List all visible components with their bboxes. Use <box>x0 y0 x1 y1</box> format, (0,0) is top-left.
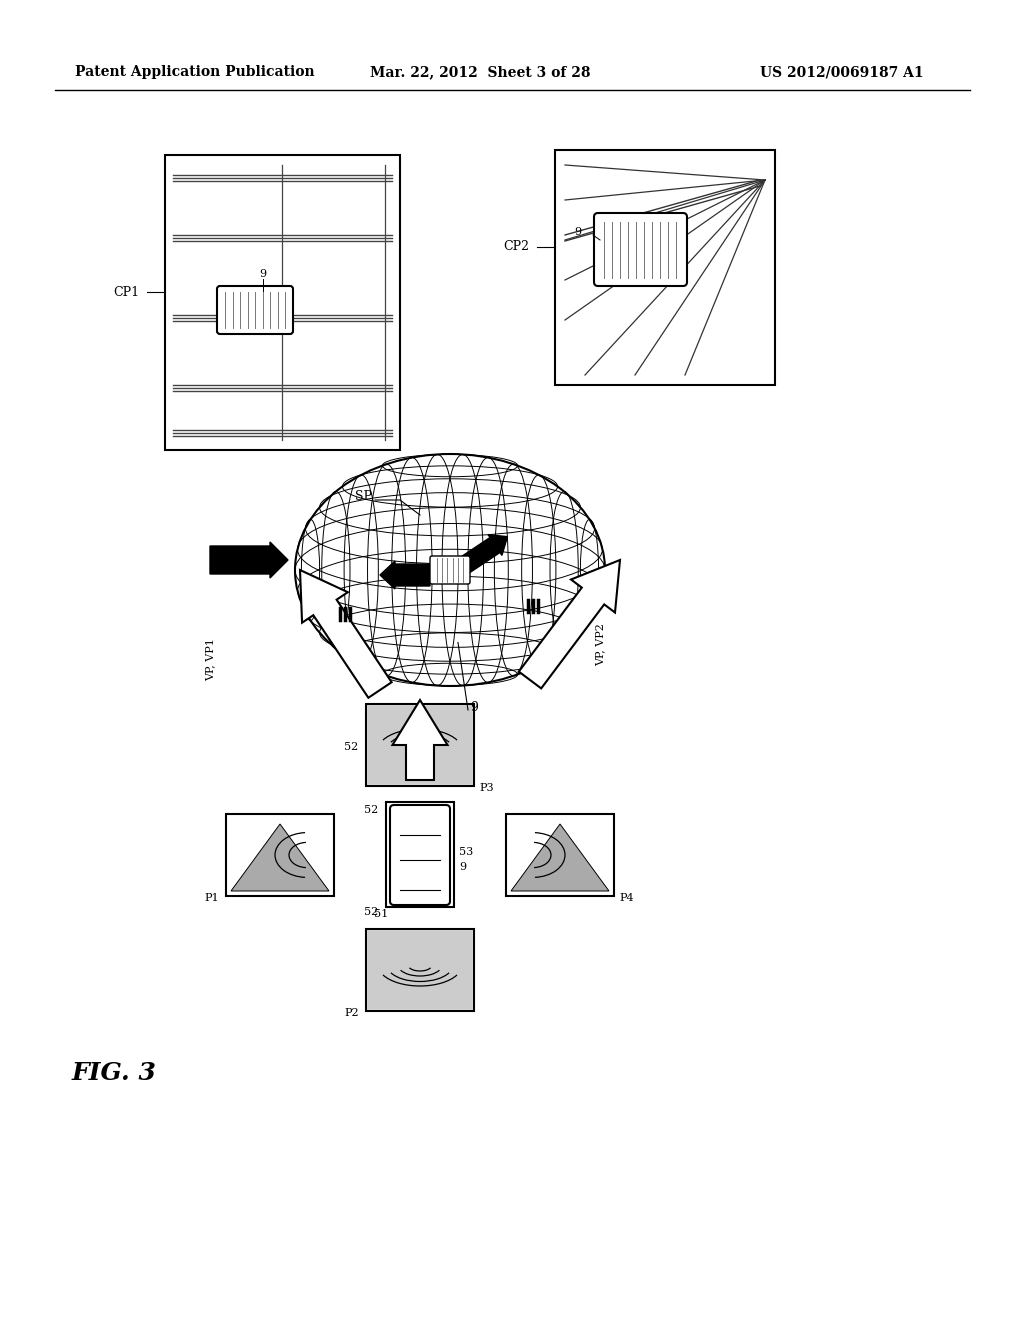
Text: 9: 9 <box>470 701 478 714</box>
Text: 52: 52 <box>364 907 378 917</box>
FancyArrow shape <box>380 561 430 589</box>
FancyArrow shape <box>300 570 391 698</box>
FancyBboxPatch shape <box>594 213 687 286</box>
Text: 52: 52 <box>344 742 358 752</box>
Text: 9: 9 <box>259 269 266 279</box>
Bar <box>226 814 334 896</box>
FancyBboxPatch shape <box>430 556 470 583</box>
Text: CP2: CP2 <box>503 240 529 253</box>
FancyArrow shape <box>460 535 508 573</box>
Text: SP: SP <box>355 490 372 503</box>
FancyBboxPatch shape <box>390 805 450 906</box>
Bar <box>366 929 474 1011</box>
FancyArrow shape <box>392 700 447 780</box>
Bar <box>368 706 472 784</box>
Text: P3: P3 <box>479 783 494 793</box>
Text: CP1: CP1 <box>113 285 139 298</box>
Polygon shape <box>231 824 329 891</box>
Ellipse shape <box>295 454 605 686</box>
Text: VP, VP1: VP, VP1 <box>205 639 215 681</box>
Polygon shape <box>511 824 609 891</box>
Text: P2: P2 <box>344 1008 358 1018</box>
Bar <box>366 704 474 785</box>
Bar <box>555 150 775 385</box>
Text: Patent Application Publication: Patent Application Publication <box>75 65 314 79</box>
Text: P4: P4 <box>618 894 634 903</box>
Text: 9: 9 <box>459 862 466 873</box>
Text: FIG. 3: FIG. 3 <box>72 1061 157 1085</box>
Text: VP, VP2: VP, VP2 <box>595 623 605 667</box>
Text: 51: 51 <box>374 909 388 919</box>
Bar <box>368 931 472 1008</box>
Bar <box>386 803 454 907</box>
Text: Mar. 22, 2012  Sheet 3 of 28: Mar. 22, 2012 Sheet 3 of 28 <box>370 65 591 79</box>
Text: 52: 52 <box>364 805 378 814</box>
Text: P1: P1 <box>204 894 219 903</box>
FancyBboxPatch shape <box>217 286 293 334</box>
FancyArrow shape <box>210 543 288 578</box>
FancyArrow shape <box>519 560 620 689</box>
Text: 9: 9 <box>574 227 582 238</box>
Text: 53: 53 <box>459 847 473 857</box>
Text: US 2012/0069187 A1: US 2012/0069187 A1 <box>760 65 924 79</box>
Bar <box>165 154 400 450</box>
Bar <box>506 814 614 896</box>
